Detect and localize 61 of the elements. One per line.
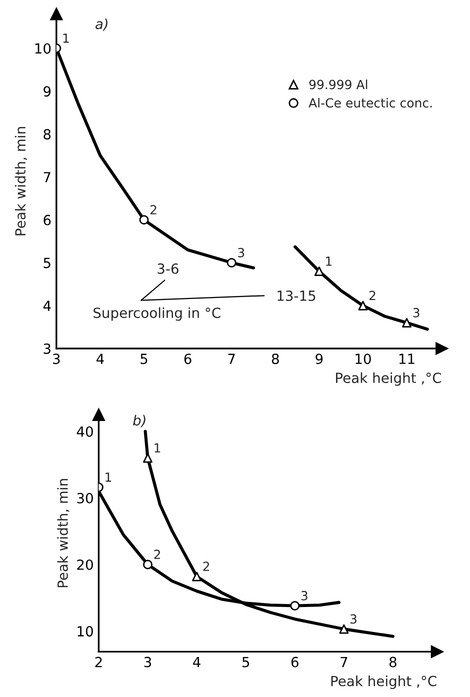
annotation: 2 xyxy=(150,204,156,214)
x-axis-title: Peak height ,°C xyxy=(336,372,442,386)
annotation: 3-6 xyxy=(158,263,178,274)
point xyxy=(192,572,202,582)
point xyxy=(139,215,149,225)
y-tick-label: 7 xyxy=(44,172,50,182)
y-tick-label: 8 xyxy=(44,129,51,140)
annotation: 3 xyxy=(238,248,244,258)
x-tick-label: 11 xyxy=(399,354,414,364)
x-tick-label: 4 xyxy=(193,656,200,668)
y-tick-label: 30 xyxy=(77,492,93,504)
annotation: 2 xyxy=(369,290,376,300)
annotation: 2 xyxy=(203,562,210,571)
point xyxy=(358,300,368,310)
annotation: 3 xyxy=(301,590,308,600)
point xyxy=(402,318,412,328)
y-tick-label: 6 xyxy=(44,214,51,226)
x-tick-label: 7 xyxy=(340,656,348,668)
point xyxy=(314,266,324,276)
y-tick-label: 10 xyxy=(35,43,51,54)
y-tick-label: 9 xyxy=(44,86,51,97)
legend-label: 99.999 Al xyxy=(309,80,368,90)
y-tick-label: 40 xyxy=(76,426,93,437)
point xyxy=(339,624,349,634)
annotation: 1 xyxy=(63,34,69,43)
x-tick-label: 5 xyxy=(242,656,250,668)
annotation: 3 xyxy=(350,614,356,624)
x-tick-label: 4 xyxy=(96,354,104,364)
x-tick-label: 3 xyxy=(144,656,152,668)
point xyxy=(143,453,152,463)
x-tick-label: 8 xyxy=(272,354,279,364)
x-tick-label: 3 xyxy=(53,354,60,364)
y-tick-label: 5 xyxy=(44,258,50,268)
annotation: 13-15 xyxy=(278,290,316,302)
x-tick-label: 6 xyxy=(291,656,298,668)
x-axis-title: Peak height ,°C xyxy=(331,676,436,689)
y-axis-title: Peak width, min xyxy=(14,127,28,236)
chart-title: a) xyxy=(96,18,108,31)
x-tick-label: 2 xyxy=(95,656,102,668)
y-axis-title: Peak width, min xyxy=(57,479,70,588)
annotation: 1 xyxy=(326,256,332,266)
x-tick-label: 8 xyxy=(389,656,396,668)
legend-label: Al-Ce eutectic conc. xyxy=(308,98,432,108)
x-tick-label: 5 xyxy=(140,354,148,364)
chart-title: b) xyxy=(133,414,146,428)
annotation: 1 xyxy=(154,443,160,452)
annotation: 1 xyxy=(106,472,112,482)
x-tick-label: 10 xyxy=(356,354,371,364)
annotation: 2 xyxy=(154,550,160,559)
y-tick-label: 4 xyxy=(43,300,51,311)
point xyxy=(290,601,300,611)
y-tick-label: 3 xyxy=(44,343,50,354)
x-tick-label: 6 xyxy=(184,354,192,364)
point xyxy=(143,560,152,570)
annotation: 3 xyxy=(413,308,420,318)
point xyxy=(226,258,236,268)
y-tick-label: 10 xyxy=(78,626,93,637)
annotation: Supercooling in °C xyxy=(94,307,220,321)
x-tick-label: 9 xyxy=(316,354,323,364)
y-tick-label: 20 xyxy=(77,559,93,570)
x-tick-label: 7 xyxy=(228,354,235,364)
